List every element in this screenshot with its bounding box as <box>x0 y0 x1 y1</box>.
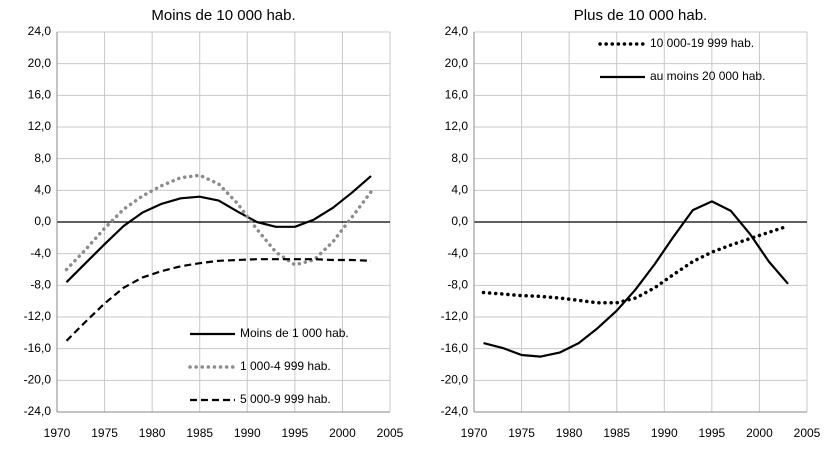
y-tick-label: 0,0 <box>451 214 468 228</box>
x-tick-label: 1985 <box>186 426 213 440</box>
y-tick-label: 0,0 <box>34 214 51 228</box>
y-tick-label: -24,0 <box>24 404 52 418</box>
x-tick-label: 1980 <box>139 426 166 440</box>
x-tick-label: 2000 <box>746 426 773 440</box>
y-tick-label: -8,0 <box>447 278 468 292</box>
x-tick-label: 1990 <box>234 426 261 440</box>
series-line <box>481 224 790 305</box>
x-tick-label: 1975 <box>508 426 535 440</box>
y-tick-label: 24,0 <box>445 24 469 38</box>
x-tick-label: 2005 <box>377 426 404 440</box>
chart-title: Plus de 10 000 hab. <box>574 7 707 24</box>
x-tick-label: 1995 <box>282 426 309 440</box>
y-tick-label: 4,0 <box>451 183 468 197</box>
x-tick-label: 1970 <box>44 426 71 440</box>
series-line <box>65 258 372 342</box>
series-line <box>65 175 372 283</box>
y-tick-label: -12,0 <box>441 309 469 323</box>
chart-title: Moins de 10 000 hab. <box>151 7 295 24</box>
y-tick-label: 16,0 <box>28 88 52 102</box>
y-tick-label: -12,0 <box>24 309 52 323</box>
y-tick-label: -20,0 <box>441 373 469 387</box>
legend-label: Moins de 1 000 hab. <box>240 326 349 340</box>
series-line <box>483 200 789 358</box>
x-tick-label: 1970 <box>461 426 488 440</box>
x-tick-label: 1985 <box>603 426 630 440</box>
x-tick-label: 2000 <box>329 426 356 440</box>
x-tick-label: 1980 <box>556 426 583 440</box>
y-tick-label: 8,0 <box>451 151 468 165</box>
y-tick-label: -4,0 <box>30 246 51 260</box>
y-tick-label: 20,0 <box>445 56 469 70</box>
y-tick-label: 12,0 <box>28 119 52 133</box>
y-tick-label: -16,0 <box>24 341 52 355</box>
x-tick-label: 2005 <box>794 426 821 440</box>
legend-label: 1 000-4 999 hab. <box>240 359 331 373</box>
y-tick-label: 24,0 <box>28 24 52 38</box>
y-tick-label: 4,0 <box>34 183 51 197</box>
x-tick-label: 1995 <box>699 426 726 440</box>
series-line <box>64 173 373 272</box>
y-tick-label: -16,0 <box>441 341 469 355</box>
y-tick-label: -20,0 <box>24 373 52 387</box>
y-tick-label: -24,0 <box>441 404 469 418</box>
y-tick-label: 20,0 <box>28 56 52 70</box>
legend-label: 5 000-9 999 hab. <box>240 392 331 406</box>
x-tick-label: 1990 <box>651 426 678 440</box>
y-tick-label: 8,0 <box>34 151 51 165</box>
x-tick-label: 1975 <box>91 426 118 440</box>
legend-label: au moins 20 000 hab. <box>650 69 765 83</box>
y-tick-label: -4,0 <box>447 246 468 260</box>
y-tick-label: 16,0 <box>445 88 469 102</box>
legend-label: 10 000-19 999 hab. <box>650 36 754 50</box>
y-tick-label: 12,0 <box>445 119 469 133</box>
y-tick-label: -8,0 <box>30 278 51 292</box>
